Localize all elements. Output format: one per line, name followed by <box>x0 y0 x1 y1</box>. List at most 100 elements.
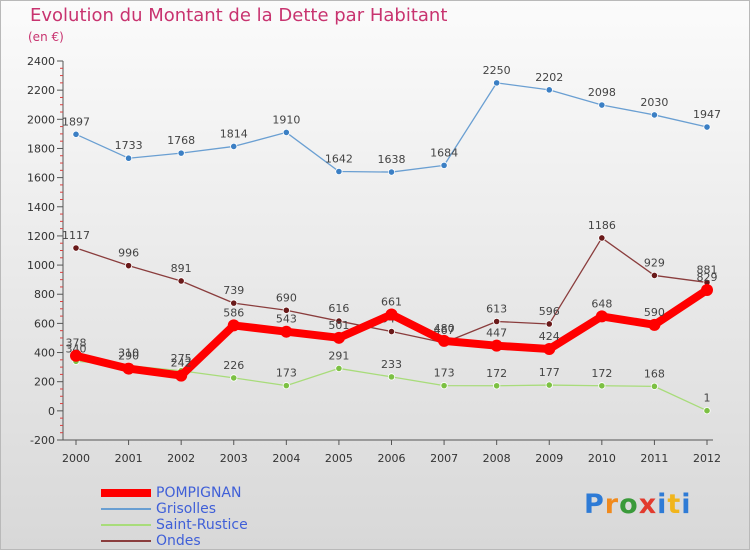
y-tick-label: 1600 <box>27 172 55 185</box>
x-tick-label: 2000 <box>62 452 90 465</box>
data-point-saint-rustice <box>387 373 396 381</box>
data-label-ondes: 596 <box>539 305 560 318</box>
y-tick-label: 800 <box>34 288 55 301</box>
data-point-pompignan <box>280 325 293 338</box>
logo-letter: t <box>667 489 682 520</box>
data-point-grisolles <box>335 167 343 176</box>
logo-letter: P <box>584 489 605 520</box>
data-point-ondes <box>177 277 185 285</box>
data-point-pompignan <box>175 369 188 382</box>
y-tick-label: 1800 <box>27 142 55 155</box>
data-label-ondes: 996 <box>118 247 139 260</box>
data-label-grisolles: 1947 <box>693 108 721 121</box>
x-tick-label: 2009 <box>535 452 563 465</box>
data-label-pompignan: 242 <box>171 357 192 370</box>
data-label-grisolles: 1814 <box>220 127 248 140</box>
data-label-grisolles: 1684 <box>430 146 458 159</box>
data-point-grisolles <box>72 130 80 138</box>
data-label-grisolles: 1768 <box>167 134 195 147</box>
data-point-pompignan <box>701 284 713 297</box>
x-tick-label: 2007 <box>430 452 458 465</box>
legend-label: Ondes <box>156 533 201 549</box>
logo-letter: x <box>638 489 658 520</box>
data-point-pompignan <box>122 362 135 375</box>
data-label-saint-rustice: 233 <box>381 358 402 371</box>
data-point-saint-rustice <box>282 382 290 390</box>
legend-label: Grisolles <box>156 501 217 517</box>
legend-swatch <box>101 489 151 497</box>
data-point-ondes <box>230 299 238 307</box>
x-tick-label: 2002 <box>167 452 195 465</box>
y-tick-label: -200 <box>30 434 55 447</box>
data-point-pompignan <box>385 308 398 321</box>
data-point-grisolles <box>230 142 238 151</box>
data-point-grisolles <box>703 123 711 131</box>
data-label-pompignan: 378 <box>66 337 87 350</box>
y-tick-label: 600 <box>34 317 55 330</box>
data-label-grisolles: 1642 <box>325 152 353 165</box>
data-point-grisolles <box>598 101 606 109</box>
data-label-grisolles: 2202 <box>535 71 563 84</box>
data-label-grisolles: 2030 <box>640 96 668 109</box>
data-point-pompignan <box>332 331 345 344</box>
data-point-grisolles <box>124 154 133 162</box>
data-point-pompignan <box>595 310 608 323</box>
data-label-ondes: 891 <box>171 262 192 275</box>
data-label-pompignan: 661 <box>381 295 402 308</box>
data-label-grisolles: 2250 <box>483 64 511 77</box>
y-tick-label: 0 <box>48 405 55 418</box>
y-tick-label: 200 <box>34 376 55 389</box>
data-label-saint-rustice: 310 <box>118 347 139 360</box>
logo-letter: o <box>619 489 639 520</box>
logo-letter: r <box>604 489 620 520</box>
data-label-ondes: 690 <box>276 291 297 304</box>
data-label-grisolles: 1638 <box>378 153 406 166</box>
y-tick-label: 1200 <box>27 230 55 243</box>
x-tick-label: 2003 <box>220 452 248 465</box>
data-label-saint-rustice: 173 <box>434 367 455 380</box>
data-label-ondes: 1186 <box>588 219 616 232</box>
data-label-grisolles: 1897 <box>62 115 90 128</box>
data-label-pompignan: 290 <box>118 350 139 363</box>
data-point-grisolles <box>282 128 290 137</box>
data-label-ondes: 616 <box>328 302 349 315</box>
proxiti-logo: Proxiti <box>584 489 692 520</box>
y-tick-label: 2200 <box>27 84 55 97</box>
data-point-pompignan <box>490 339 503 352</box>
data-point-grisolles <box>493 79 501 87</box>
data-point-saint-rustice <box>703 407 711 415</box>
data-point-grisolles <box>545 86 553 94</box>
data-point-saint-rustice <box>493 382 501 390</box>
data-label-pompignan: 424 <box>539 330 560 343</box>
data-label-saint-rustice: 340 <box>66 342 87 355</box>
x-tick-label: 2001 <box>115 452 143 465</box>
x-tick-label: 2011 <box>640 452 668 465</box>
data-label-ondes: 467 <box>434 324 455 337</box>
data-label-saint-rustice: 177 <box>539 366 560 379</box>
x-tick-label: 2008 <box>483 452 511 465</box>
data-label-ondes: 739 <box>223 284 244 297</box>
data-point-ondes <box>387 327 396 336</box>
data-label-saint-rustice: 1 <box>704 392 711 405</box>
data-label-pompignan: 501 <box>328 319 349 332</box>
data-point-ondes <box>545 320 553 328</box>
data-label-grisolles: 1733 <box>115 139 143 152</box>
legend-swatch <box>101 524 151 526</box>
x-tick-label: 2010 <box>588 452 616 465</box>
data-point-grisolles <box>650 111 659 119</box>
data-label-saint-rustice: 291 <box>328 349 349 362</box>
logo-letter: i <box>657 489 668 520</box>
data-point-saint-rustice <box>650 382 659 390</box>
legend-label: Saint-Rustice <box>156 517 248 533</box>
data-label-saint-rustice: 226 <box>223 359 244 372</box>
data-point-ondes <box>72 244 80 252</box>
data-label-saint-rustice: 275 <box>171 352 192 365</box>
data-point-grisolles <box>177 149 185 157</box>
data-point-grisolles <box>387 168 396 176</box>
data-point-ondes <box>650 271 659 280</box>
y-tick-label: 1000 <box>27 259 55 272</box>
data-point-pompignan <box>648 318 661 331</box>
data-label-saint-rustice: 168 <box>644 367 665 380</box>
